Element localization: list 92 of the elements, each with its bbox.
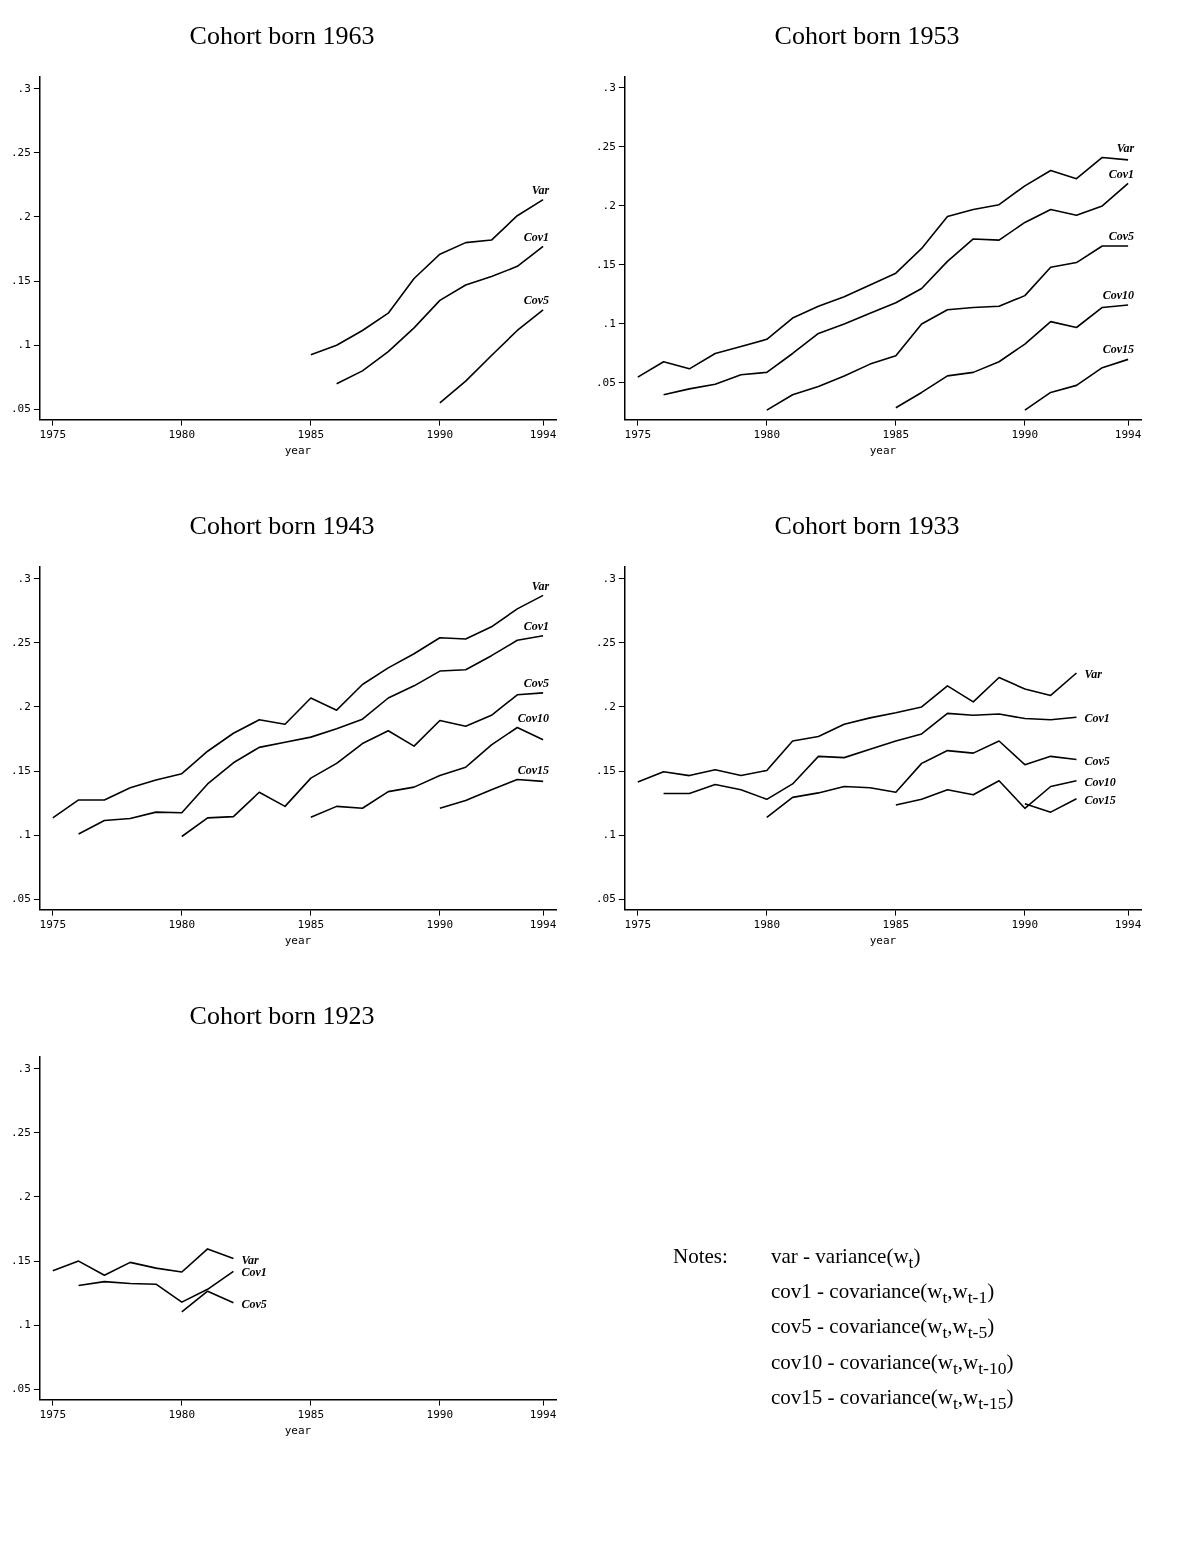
y-tick-label: .25: [10, 145, 31, 159]
x-tick-label: 1990: [426, 918, 454, 932]
y-tick-label: .2: [17, 1189, 31, 1203]
series-label: Cov15: [1102, 342, 1135, 357]
x-tick-label: 1980: [168, 1408, 196, 1422]
y-tick-label: .3: [17, 1061, 31, 1075]
x-tick-label: 1985: [297, 1408, 325, 1422]
series-label: Cov10: [1084, 774, 1116, 789]
y-tick-label: .25: [10, 635, 31, 649]
x-tick-label: 1975: [624, 428, 652, 442]
x-tick-label: 1975: [624, 918, 652, 932]
x-tick-label: 1994: [529, 918, 557, 932]
x-axis-title: year: [869, 934, 897, 948]
series-label: Cov15: [517, 762, 550, 777]
series-label: Cov1: [523, 618, 550, 633]
series-label: Cov5: [1108, 229, 1135, 244]
series-label: Cov10: [1102, 288, 1135, 303]
y-tick-label: .05: [10, 1382, 31, 1396]
y-tick-label: .25: [595, 635, 616, 649]
x-tick-label: 1975: [39, 918, 67, 932]
x-tick-label: 1990: [1011, 428, 1039, 442]
x-tick-label: 1980: [168, 428, 196, 442]
series-label: Var: [1116, 140, 1135, 155]
chart-title: Cohort born 1963: [189, 21, 375, 51]
x-axis-title: year: [284, 934, 312, 948]
x-axis-title: year: [284, 1424, 312, 1438]
x-axis-title: year: [284, 444, 312, 458]
x-tick-label: 1985: [882, 428, 910, 442]
x-tick-label: 1985: [297, 428, 325, 442]
series-label: Var: [1084, 667, 1103, 682]
y-tick-label: .15: [10, 1253, 31, 1267]
y-tick-label: .05: [10, 892, 31, 906]
x-tick-label: 1994: [529, 1408, 557, 1422]
chart-title: Cohort born 1923: [189, 1001, 375, 1031]
y-tick-label: .2: [17, 699, 31, 713]
chart-title: Cohort born 1943: [189, 511, 375, 541]
y-tick-label: .2: [602, 198, 616, 212]
x-tick-label: 1990: [426, 1408, 454, 1422]
series-label: Var: [531, 578, 550, 593]
text: var - variance(w$_{t}$): [771, 1243, 922, 1275]
y-tick-label: .1: [602, 828, 616, 842]
x-tick-label: 1985: [882, 918, 910, 932]
y-tick-label: .2: [17, 209, 31, 223]
x-tick-label: 1994: [1114, 428, 1142, 442]
x-tick-label: 1980: [168, 918, 196, 932]
x-tick-label: 1994: [529, 428, 557, 442]
y-tick-label: .15: [10, 763, 31, 777]
y-tick-label: .3: [17, 571, 31, 585]
series-label: Cov10: [517, 710, 550, 725]
series-label: Cov5: [241, 1296, 267, 1311]
series-label: Cov5: [523, 293, 550, 308]
series-label: Cov5: [1084, 753, 1110, 768]
y-tick-label: .15: [10, 273, 31, 287]
series-label: Cov1: [1108, 166, 1135, 181]
y-tick-label: .3: [17, 81, 31, 95]
y-tick-label: .05: [595, 892, 616, 906]
x-tick-label: 1980: [753, 428, 781, 442]
chart-title: Cohort born 1933: [774, 511, 960, 541]
x-axis-title: year: [869, 444, 897, 458]
series-label: Cov5: [523, 675, 550, 690]
series-label: Cov1: [241, 1265, 267, 1280]
series-label: Var: [241, 1252, 260, 1267]
y-tick-label: .3: [602, 80, 616, 94]
text: cov15 - covariance(w$_{t}$,w$_{t-15}$): [771, 1383, 1014, 1415]
y-tick-label: .25: [595, 139, 616, 153]
series-label: Cov1: [523, 229, 550, 244]
x-tick-label: 1985: [297, 918, 325, 932]
text: cov5 - covariance(w$_{t}$,w$_{t-5}$): [771, 1313, 996, 1345]
x-tick-label: 1975: [39, 1408, 67, 1422]
y-tick-label: .1: [17, 338, 31, 352]
x-tick-label: 1990: [426, 428, 454, 442]
y-tick-label: .1: [602, 316, 616, 330]
y-tick-label: .2: [602, 699, 616, 713]
chart-title: Cohort born 1953: [774, 21, 960, 51]
y-tick-label: .25: [10, 1125, 31, 1139]
y-tick-label: .1: [17, 1318, 31, 1332]
x-tick-label: 1994: [1114, 918, 1142, 932]
y-tick-label: .05: [10, 402, 31, 416]
x-tick-label: 1990: [1011, 918, 1039, 932]
text: cov1 - covariance(w$_{t}$,w$_{t-1}$): [771, 1278, 996, 1310]
text: Notes:: [673, 1243, 729, 1271]
series-label: Cov1: [1084, 711, 1110, 726]
x-tick-label: 1975: [39, 428, 67, 442]
text: cov10 - covariance(w$_{t}$,w$_{t-10}$): [771, 1348, 1014, 1380]
y-tick-label: .1: [17, 828, 31, 842]
y-tick-label: .3: [602, 571, 616, 585]
series-label: Cov15: [1084, 792, 1116, 807]
y-tick-label: .15: [595, 763, 616, 777]
series-label: Var: [531, 182, 550, 197]
x-tick-label: 1980: [753, 918, 781, 932]
y-tick-label: .15: [595, 257, 616, 271]
y-tick-label: .05: [595, 375, 616, 389]
